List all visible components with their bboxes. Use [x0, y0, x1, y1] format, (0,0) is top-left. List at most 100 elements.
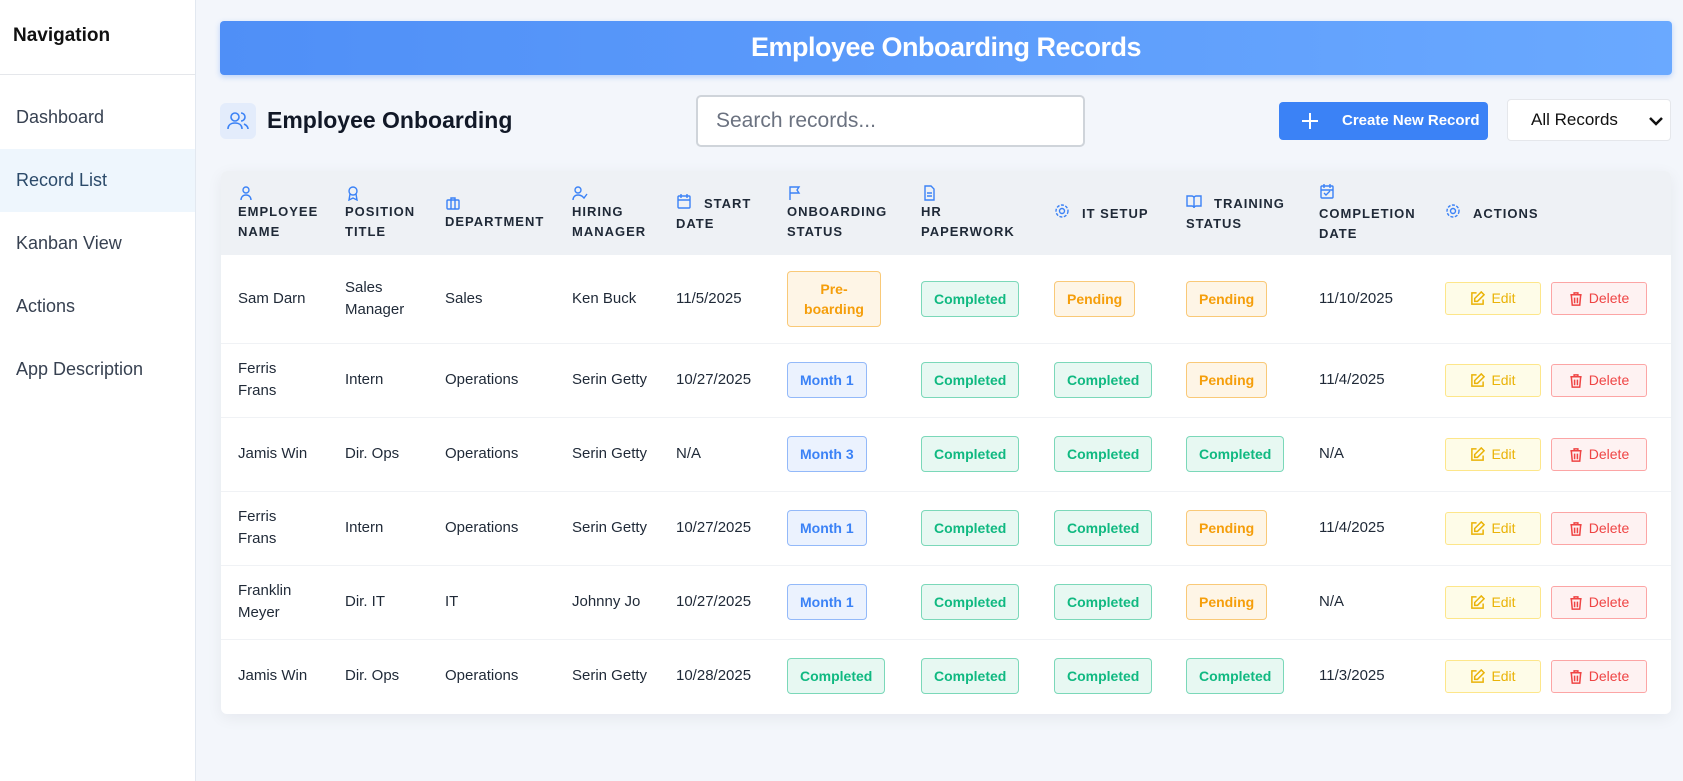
table-cell: Serin Getty — [555, 417, 659, 492]
cell-text: Operations — [445, 519, 519, 536]
column-header: ACTIONS — [1428, 171, 1671, 255]
table-cell: Intern — [328, 343, 428, 418]
table-cell: 10/27/2025 — [659, 491, 770, 566]
cell-text: 10/27/2025 — [676, 593, 752, 610]
table-cell: N/A — [659, 417, 770, 492]
status-badge: Completed — [787, 658, 886, 695]
table-cell: 11/4/2025 — [1302, 343, 1428, 418]
search-placeholder: Search records... — [716, 109, 876, 132]
nav-item[interactable]: Dashboard — [16, 107, 105, 127]
table-cell: Sales Manager — [328, 255, 428, 344]
column-header: HIRING MANAGER — [555, 171, 659, 255]
table-cell: Completed — [904, 417, 1037, 492]
column-header: COMPLETION DATE — [1302, 171, 1428, 255]
delete-button[interactable]: Delete — [1551, 585, 1647, 619]
table-cell: Completed — [1037, 491, 1169, 566]
delete-label: Delete — [1588, 445, 1630, 462]
delete-button[interactable]: Delete — [1551, 282, 1647, 316]
nav-list: Dashboard Record List Kanban View Actions Ap… — [0, 86, 195, 401]
cell-text: Dir. Ops — [345, 445, 400, 462]
cell-text: 11/4/2025 — [1319, 519, 1385, 536]
status-badge: Pre-boarding — [787, 270, 881, 327]
column-label: IT SETUP — [1082, 205, 1149, 221]
delete-button[interactable]: Delete — [1551, 659, 1647, 693]
edit-button[interactable]: Edit — [1445, 363, 1541, 397]
nav-item[interactable]: Record List — [0, 149, 195, 212]
status-badge: Completed — [1186, 436, 1285, 472]
cell-text: Serin Getty — [572, 371, 648, 388]
column-icon — [677, 193, 691, 209]
table-row: Jamis Win Dir. Ops Operations Serin Getty N/… — [221, 417, 1671, 492]
button-icon — [1471, 668, 1486, 683]
cell-text: Serin Getty — [572, 519, 648, 536]
button-icon — [1570, 669, 1582, 684]
column-header: HR PAPERWORK — [904, 171, 1037, 255]
filter-select[interactable]: All Records — [1507, 99, 1671, 141]
actions-cell: Edit Delete — [1428, 565, 1671, 640]
cell-text: Johnny Jo — [572, 593, 641, 610]
create-button[interactable]: Create New Record — [1279, 102, 1488, 140]
edit-button[interactable]: Edit — [1445, 511, 1541, 545]
column-label: ONBOARDING STATUS — [787, 203, 888, 239]
filter-label: All Records — [1531, 110, 1618, 129]
cell-text: N/A — [676, 445, 702, 462]
search-input[interactable]: Search records... — [696, 95, 1085, 147]
delete-button[interactable]: Delete — [1551, 437, 1647, 471]
table-cell: 10/27/2025 — [659, 565, 770, 640]
table-cell: Ferris Frans — [221, 491, 328, 566]
actions-cell: Edit Delete — [1428, 639, 1671, 713]
button-icon — [1570, 447, 1582, 462]
status-badge: Completed — [921, 584, 1020, 620]
table-cell: Completed — [1037, 417, 1169, 492]
table-cell: Month 1 — [770, 565, 904, 640]
column-icon — [1446, 203, 1460, 218]
status-badge: Pending — [1186, 280, 1268, 317]
status-badge: Month 1 — [787, 362, 867, 398]
table-cell: Serin Getty — [555, 491, 659, 566]
table-cell: Completed — [770, 639, 904, 713]
table-row: Franklin Meyer Dir. IT IT Johnny Jo 10/27/20… — [221, 565, 1671, 640]
cell-text: 10/27/2025 — [676, 371, 752, 388]
column-label: EMPLOYEE NAME — [238, 203, 319, 239]
column-icon — [348, 185, 358, 201]
table-cell: 11/3/2025 — [1302, 639, 1428, 713]
table-cell: Pre-boarding — [770, 255, 904, 344]
status-badge: Pending — [1054, 280, 1136, 317]
section-icon — [220, 103, 256, 139]
status-badge: Completed — [1054, 510, 1153, 546]
column-header: ONBOARDING STATUS — [770, 171, 904, 255]
nav-item[interactable]: Actions — [16, 296, 76, 316]
delete-button[interactable]: Delete — [1551, 363, 1647, 397]
column-icon — [572, 185, 588, 200]
table-cell: 10/27/2025 — [659, 343, 770, 418]
table-cell: Sales — [428, 255, 555, 344]
table-cell: Sam Darn — [221, 255, 328, 344]
table-cell: Intern — [328, 491, 428, 566]
actions-cell: Edit Delete — [1428, 491, 1671, 566]
nav-item[interactable]: Kanban View — [16, 233, 122, 253]
table-row: Jamis Win Dir. Ops Operations Serin Getty 10… — [221, 639, 1671, 713]
table-cell: Completed — [904, 565, 1037, 640]
column-label: ACTIONS — [1473, 205, 1539, 221]
table-cell: 11/5/2025 — [659, 255, 770, 344]
column-header: TRAINING STATUS — [1169, 171, 1302, 255]
table-cell: Jamis Win — [221, 639, 328, 713]
edit-button[interactable]: Edit — [1445, 437, 1541, 471]
nav-item[interactable]: App Description — [16, 359, 144, 379]
cell-text: Sam Darn — [238, 289, 306, 307]
table-cell: Operations — [428, 343, 555, 418]
table-cell: Jamis Win — [221, 417, 328, 492]
edit-button[interactable]: Edit — [1445, 585, 1541, 619]
table-cell: Month 1 — [770, 343, 904, 418]
sidebar-title: Navigation — [0, 0, 195, 75]
table-cell: Franklin Meyer — [221, 565, 328, 640]
table-cell: Pending — [1169, 255, 1302, 344]
edit-button[interactable]: Edit — [1445, 659, 1541, 693]
edit-label: Edit — [1491, 290, 1516, 307]
delete-button[interactable]: Delete — [1551, 511, 1647, 545]
edit-button[interactable]: Edit — [1445, 282, 1541, 316]
cell-text: 11/10/2025 — [1319, 289, 1393, 307]
table-card: EMPLOYEE NAME POSITION TITLE DEPARTMENT HIR… — [221, 171, 1671, 714]
column-header: DEPARTMENT — [428, 171, 555, 255]
